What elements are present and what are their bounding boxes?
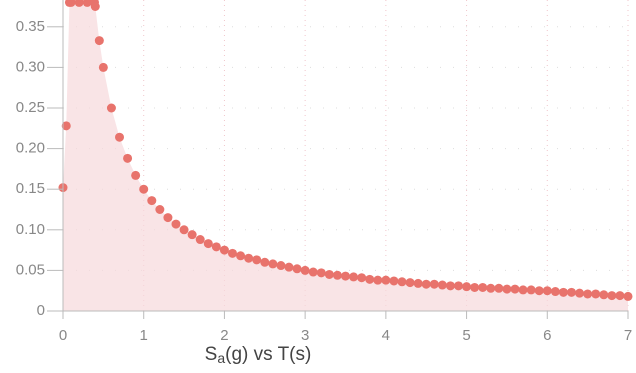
x-tick-label: 3: [301, 327, 309, 344]
point: [90, 1, 100, 11]
point: [179, 225, 189, 235]
point: [510, 284, 520, 294]
point: [82, 0, 92, 7]
point: [203, 239, 213, 249]
point: [454, 281, 463, 291]
x-axis-title: Sa(g) vs T(s): [205, 344, 312, 366]
point: [462, 282, 472, 292]
point: [155, 204, 165, 214]
point: [94, 36, 104, 46]
plot: [58, 0, 633, 301]
point: [445, 281, 455, 291]
point: [244, 253, 254, 263]
point: [623, 291, 633, 301]
point: [195, 235, 205, 245]
x-axis-title-rest: (g) vs T(s): [225, 344, 311, 365]
x-tick-label: 1: [140, 327, 148, 344]
point: [147, 196, 157, 206]
point: [437, 280, 447, 290]
y-tick-label: 0.10: [16, 221, 45, 238]
point: [115, 132, 124, 142]
grid: [63, 0, 629, 311]
point: [308, 267, 318, 277]
point: [542, 286, 552, 296]
point: [211, 242, 221, 252]
point: [268, 259, 278, 269]
point: [534, 286, 544, 296]
point: [526, 285, 536, 295]
y-tick-label: 0.15: [16, 180, 45, 197]
point: [615, 291, 625, 301]
point: [478, 282, 488, 292]
point: [421, 279, 431, 289]
point: [316, 268, 326, 278]
point: [502, 284, 512, 294]
point: [349, 272, 359, 282]
point: [575, 288, 585, 298]
y-tick-label: 0: [37, 302, 45, 319]
point: [228, 248, 237, 258]
point: [292, 264, 302, 274]
point: [236, 251, 246, 261]
x-tick-label: 2: [220, 327, 228, 344]
x-tick-label: 5: [462, 327, 470, 344]
point: [341, 271, 350, 281]
point: [171, 219, 181, 229]
point: [470, 282, 480, 292]
y-tick-label: 0.25: [16, 99, 45, 116]
point: [61, 121, 71, 131]
point: [357, 273, 367, 283]
point: [219, 245, 229, 255]
point: [74, 0, 84, 7]
point: [131, 170, 141, 180]
point: [106, 103, 116, 113]
point: [373, 275, 383, 285]
point: [300, 265, 310, 275]
point: [518, 285, 528, 295]
point: [558, 287, 568, 297]
point: [486, 283, 496, 293]
point: [567, 287, 576, 297]
point: [187, 230, 197, 240]
point: [389, 276, 399, 286]
x-tick-label: 7: [624, 327, 632, 344]
point: [365, 274, 375, 284]
point: [66, 0, 76, 7]
point: [405, 278, 415, 288]
point: [284, 262, 294, 272]
point: [413, 278, 423, 288]
point: [260, 257, 270, 267]
point: [591, 289, 601, 299]
point: [276, 261, 286, 271]
y-tick-label: 0.35: [16, 18, 45, 35]
y-tick-label: 0.20: [16, 140, 45, 157]
point: [332, 270, 342, 280]
point: [583, 289, 593, 299]
point: [139, 184, 149, 194]
point: [98, 62, 108, 72]
y-tick-label: 0.30: [16, 58, 45, 75]
area: [63, 2, 628, 311]
point: [381, 275, 391, 285]
x-axis-title-main: S: [205, 344, 218, 365]
point: [599, 290, 609, 300]
point: [163, 213, 173, 223]
x-tick-label: 6: [543, 327, 551, 344]
point: [252, 255, 262, 265]
point: [494, 283, 504, 293]
x-tick-label: 0: [59, 327, 67, 344]
point: [324, 269, 334, 279]
point: [123, 153, 133, 163]
x-axis-title-sub: a: [217, 350, 225, 366]
y-tick-label: 0.05: [16, 261, 45, 278]
point: [397, 277, 407, 287]
x-tick-label: 4: [382, 327, 390, 344]
point: [607, 291, 617, 301]
point: [429, 279, 439, 289]
point: [550, 287, 560, 297]
